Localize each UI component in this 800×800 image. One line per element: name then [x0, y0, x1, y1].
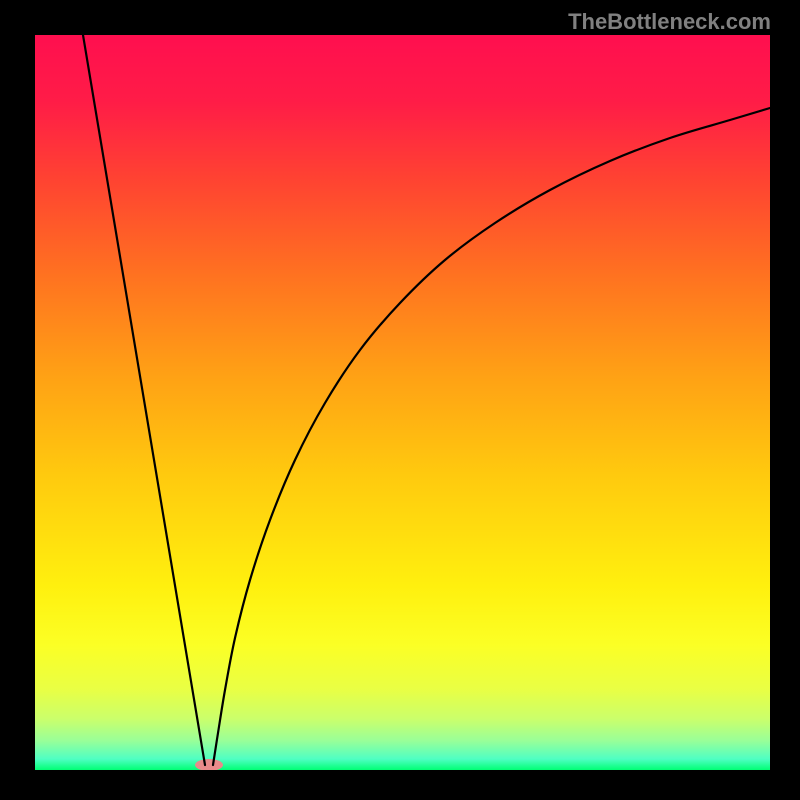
- minimum-marker: [195, 759, 223, 770]
- plot-area: [35, 35, 770, 770]
- chart-frame: TheBottleneck.com: [0, 0, 800, 800]
- watermark-text: TheBottleneck.com: [568, 9, 771, 35]
- curve-layer: [35, 35, 770, 770]
- curve-left-branch: [83, 35, 205, 765]
- curve-right-branch: [213, 108, 770, 765]
